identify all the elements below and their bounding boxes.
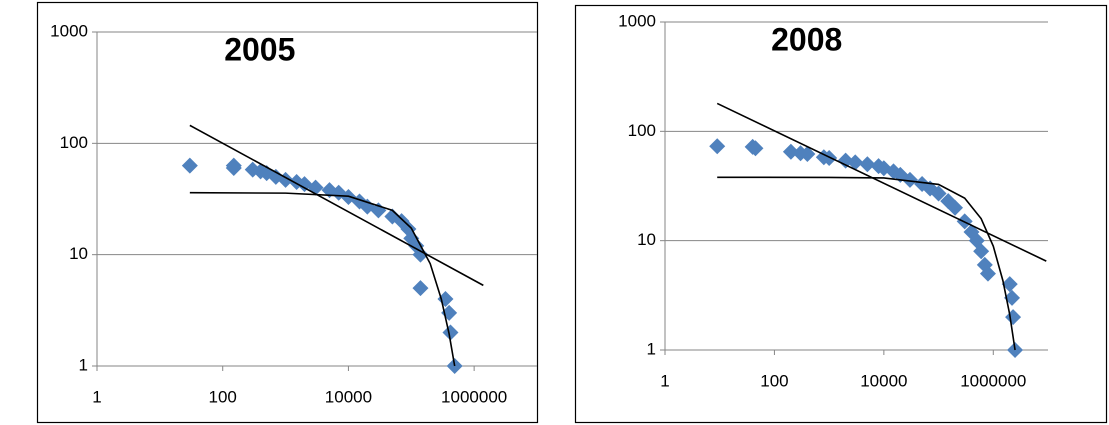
chart-title: 2005 — [224, 31, 295, 67]
trend-line — [717, 176, 1016, 351]
point — [799, 146, 816, 163]
point — [1001, 276, 1018, 293]
trend-line — [189, 124, 484, 287]
x-tick-label: 1000000 — [441, 387, 507, 406]
point — [930, 185, 947, 202]
chart-frame — [574, 4, 1108, 424]
y-tick-label: 1 — [79, 355, 88, 374]
point — [847, 154, 864, 171]
x-tick-label: 1 — [92, 387, 101, 406]
y-tick-label: 10 — [637, 230, 656, 249]
x-tick-label: 10000 — [325, 387, 372, 406]
chart: 1 10 100 1000 1 100 10000 1000000 2005 — [36, 1, 539, 424]
x-tick-label: 100 — [209, 387, 237, 406]
y-tick-label: 10 — [69, 244, 88, 263]
point — [821, 150, 838, 167]
point — [412, 246, 429, 263]
point — [901, 171, 918, 188]
y-tick-label: 100 — [60, 133, 88, 152]
point — [709, 138, 726, 155]
point — [244, 161, 261, 178]
point — [947, 199, 964, 216]
point — [747, 140, 764, 157]
x-tick-label: 1000000 — [960, 371, 1026, 390]
point — [973, 243, 990, 260]
point — [1004, 289, 1021, 306]
y-tick-label: 100 — [628, 121, 656, 140]
point — [225, 160, 242, 177]
x-tick-label: 1 — [660, 371, 669, 390]
point — [412, 280, 429, 297]
point — [979, 265, 996, 282]
point — [859, 156, 876, 173]
chart-frame — [36, 1, 539, 424]
y-tick-label: 1 — [647, 339, 656, 358]
point — [782, 143, 799, 160]
x-tick-label: 100 — [760, 371, 788, 390]
point — [181, 157, 198, 174]
y-tick-label: 1000 — [618, 11, 656, 30]
chart-title: 2008 — [771, 21, 842, 57]
point — [442, 324, 459, 341]
trend-line — [716, 102, 1047, 262]
trend-line — [189, 191, 456, 367]
y-tick-label: 1000 — [50, 21, 88, 40]
x-tick-label: 10000 — [860, 371, 907, 390]
chart: 1 10 100 1000 1 100 10000 1000000 2008 — [574, 4, 1108, 424]
